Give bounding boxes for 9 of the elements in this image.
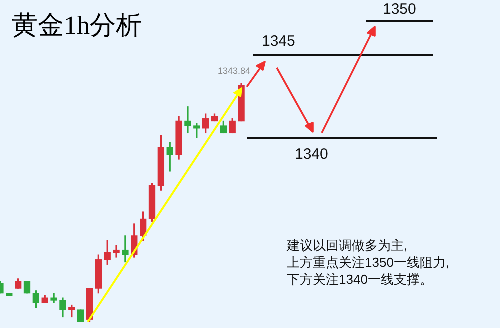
chart-title: 黄金1h分析 (12, 10, 142, 42)
candlestick (112, 245, 120, 258)
text: 1343.84 (218, 66, 251, 77)
text: 建议以回调做多为主, 上方重点关注1350一线阻力, 下方关注1340一线支撑。 (287, 237, 450, 288)
candlestick (184, 106, 191, 134)
text: 1350 (383, 1, 416, 18)
text: 1345 (262, 33, 296, 50)
text: 1340 (295, 146, 328, 163)
candlestick (122, 236, 128, 263)
